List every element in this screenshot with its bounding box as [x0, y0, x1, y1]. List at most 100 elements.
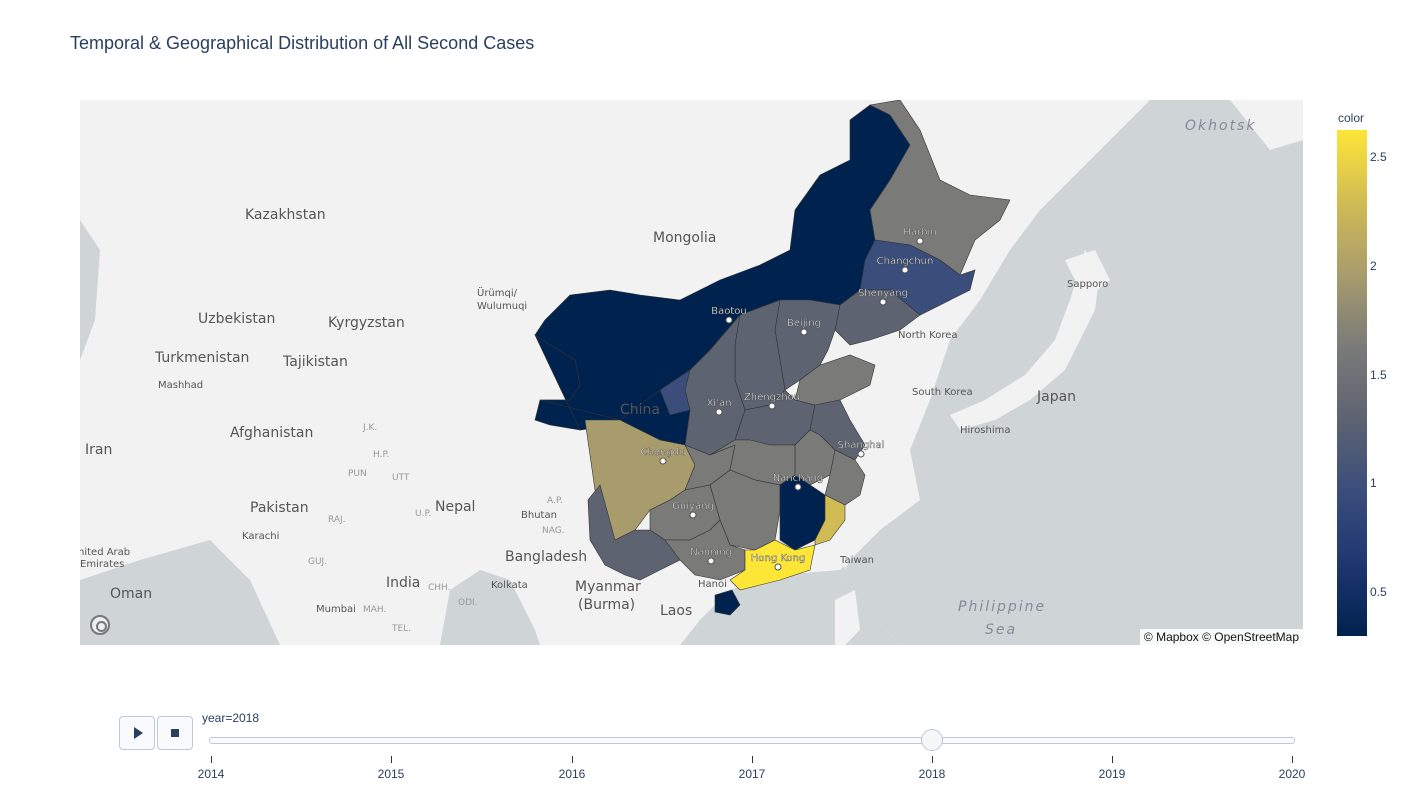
slider-step-2017[interactable]: 2017 [738, 767, 766, 781]
map-label-country-uae-2: Emirates [80, 559, 124, 570]
map-label-region-odi: ODI. [458, 598, 478, 608]
map-label-region-tel: TEL. [391, 624, 411, 634]
map-label-city-wulumuqi: Wulumuqi [477, 301, 527, 312]
china-provinces[interactable] [534, 100, 1011, 616]
map-label-country-afghanistan: Afghanistan [230, 425, 313, 441]
bay-of-bengal [440, 570, 540, 645]
map-label-city-karachi: Karachi [242, 531, 279, 542]
slider-step-2015[interactable]: 2015 [377, 767, 405, 781]
province-fujian[interactable] [814, 494, 846, 546]
city-label-nanning: Nanning [690, 547, 732, 558]
map-label-city-taiwan: Taiwan [839, 555, 874, 566]
map-label-region-mah: MAH. [363, 605, 386, 615]
map-label-city-mumbai: Mumbai [316, 604, 356, 615]
slider-step-2016[interactable]: 2016 [558, 767, 586, 781]
map-label-country-myanmar-1: Myanmar [575, 579, 641, 595]
slider-tick [1292, 756, 1293, 763]
map-label-city-mashhad: Mashhad [158, 380, 203, 391]
map-label-country-laos: Laos [660, 603, 692, 619]
city-label-chengdu: Chengdu [641, 447, 686, 458]
colorbar-title: color [1338, 111, 1365, 125]
figure-title: Temporal & Geographical Distribution of … [70, 33, 535, 53]
map-label-country-okhotsk: Okhotsk [1185, 118, 1256, 134]
map-labels: Okhotsk Kazakhstan Mongolia Ürümqi/Wulumuqi… [80, 118, 1256, 638]
city-dot-chengdu [659, 457, 667, 465]
hokkaido-land [1065, 250, 1110, 300]
taiwan-land [840, 520, 855, 570]
slider-step-2014[interactable]: 2014 [197, 767, 225, 781]
play-icon [133, 727, 143, 739]
city-dot-zhengzhou [768, 402, 776, 410]
stop-icon [171, 729, 179, 737]
slider-step-2019[interactable]: 2019 [1098, 767, 1126, 781]
city-dot-beijing [800, 328, 808, 336]
map-label-country-uzbekistan: Uzbekistan [198, 311, 275, 327]
map-label-country-china: China [620, 402, 660, 418]
city-label-beijing: Beijing [787, 318, 821, 329]
map-label-city-urumqi: Ürümqi/ [477, 286, 518, 299]
slider-handle[interactable] [921, 729, 943, 751]
city-label-harbin: Harbin [903, 227, 936, 238]
province-jilin[interactable] [859, 239, 976, 316]
city-dot-xian [715, 408, 723, 416]
map-label-region-jk: J.K. [362, 423, 377, 433]
map-label-country-oman: Oman [110, 586, 152, 602]
colorbar-tick: 2 [1370, 259, 1377, 273]
city-label-xian: Xi'an [707, 398, 732, 409]
map-label-region-raj: RAJ. [328, 515, 346, 525]
city-dot-changchun [901, 266, 909, 274]
city-dot-nanning [707, 557, 715, 565]
map-label-region-utt: UTT [392, 473, 410, 483]
mapbox-logo-icon[interactable] [90, 615, 110, 635]
slider-tick [391, 756, 392, 763]
slider-rail[interactable] [209, 737, 1295, 744]
slider-tick [211, 756, 212, 763]
colorbar-tick: 1.5 [1370, 368, 1387, 382]
ocean [840, 100, 1303, 645]
slider-step-2018[interactable]: 2018 [918, 767, 946, 781]
city-label-baotou: Baotou [711, 306, 746, 317]
map-label-region-nag: NAG. [542, 526, 565, 536]
map-label-region-hp: H.P. [373, 450, 389, 460]
city-label-shenyang: Shenyang [858, 288, 908, 299]
map-label-country-tajikistan: Tajikistan [282, 354, 348, 370]
province-liaoning[interactable] [834, 289, 921, 346]
map-label-city-sapporo: Sapporo [1067, 279, 1108, 290]
map-label-country-kazakhstan: Kazakhstan [245, 207, 326, 223]
map-label-city-hanoi: Hanoi [698, 579, 727, 590]
city-label-shanghai: Shanghai [838, 440, 885, 451]
map-label-region-pun: PUN [348, 469, 367, 479]
city-label-changchun: Changchun [877, 256, 934, 267]
slider-tick [932, 756, 933, 763]
colorbar-gradient [1337, 130, 1367, 636]
map-label-country-bhutan: Bhutan [521, 510, 557, 521]
map-view[interactable]: Okhotsk Kazakhstan Mongolia Ürümqi/Wulumuqi… [80, 100, 1303, 645]
play-button[interactable] [119, 716, 155, 750]
colorbar-tick: 1 [1370, 476, 1377, 490]
province-yunnan[interactable] [587, 484, 681, 581]
philippines-land [835, 590, 860, 645]
arabian-sea [80, 540, 280, 645]
basemap-svg[interactable]: Okhotsk Kazakhstan Mongolia Ürümqi/Wulumuqi… [80, 100, 1303, 645]
city-dot-harbin [916, 237, 924, 245]
caspian [80, 220, 100, 360]
city-label-guiyang: Guiyang [672, 501, 714, 512]
city-label-zhengzhou: Zhengzhou [744, 392, 800, 403]
slider-step-2020[interactable]: 2020 [1278, 767, 1306, 781]
map-label-country-mongolia: Mongolia [653, 230, 716, 246]
colorbar-tick: 2.5 [1370, 150, 1387, 164]
map-label-country-uae-1: nited Arab [80, 547, 130, 558]
stop-button[interactable] [157, 716, 193, 750]
slider-tick [752, 756, 753, 763]
city-dot-hong-kong [774, 563, 782, 571]
slider-current-value: year=2018 [202, 711, 260, 725]
map-label-country-japan: Japan [1036, 389, 1076, 405]
province-hainan[interactable] [714, 589, 741, 616]
province-guangdong[interactable] [729, 539, 816, 591]
korea-land [895, 300, 950, 400]
map-label-sea-philippine-1: Philippine [958, 599, 1046, 615]
map-attribution[interactable]: © Mapbox © OpenStreetMap [1139, 629, 1303, 645]
kamchatka-land [1230, 100, 1303, 150]
city-dot-baotou [725, 316, 733, 324]
map-label-country-bangladesh: Bangladesh [505, 549, 587, 565]
